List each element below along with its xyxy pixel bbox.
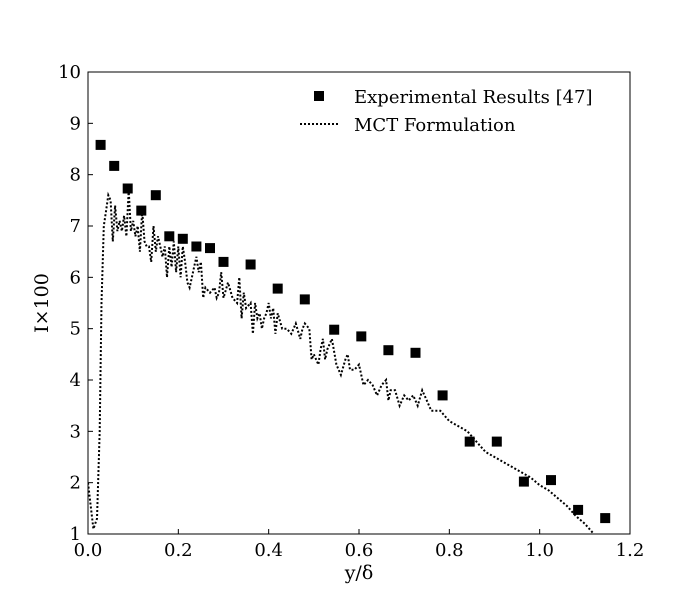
legend-label-experimental: Experimental Results [47]	[354, 87, 593, 108]
x-axis-title: y/δ	[344, 562, 374, 584]
experimental-point	[191, 241, 202, 252]
experimental-point	[518, 476, 529, 487]
experimental-point	[272, 283, 283, 294]
experimental-point	[136, 205, 147, 216]
x-axis-ticks: 0.0 0.2 0.4 0.6 0.8 1.0 1.2	[74, 529, 645, 561]
x-tick-label: 0.4	[254, 540, 283, 561]
y-tick-label: 3	[70, 421, 81, 442]
mct-formulation-line	[88, 190, 595, 534]
experimental-point	[122, 183, 133, 194]
y-axis-ticks: 1 2 3 4 5 6 7 8 9 10	[58, 62, 93, 545]
experimental-point	[329, 324, 340, 335]
y-tick-label: 5	[70, 319, 81, 340]
experimental-point	[437, 390, 448, 401]
legend: Experimental Results [47] MCT Formulatio…	[300, 87, 593, 136]
experimental-point	[356, 331, 367, 342]
x-tick-label: 0.0	[74, 540, 103, 561]
y-tick-label: 2	[70, 473, 81, 494]
experimental-point	[600, 513, 611, 524]
series-layer	[88, 139, 611, 534]
y-tick-label: 6	[70, 267, 81, 288]
experimental-point	[546, 475, 556, 486]
y-tick-label: 8	[70, 165, 81, 186]
experimental-point	[491, 436, 502, 447]
experimental-point	[109, 160, 120, 171]
y-tick-label: 1	[70, 524, 81, 545]
legend-marker-square	[314, 91, 324, 101]
x-tick-label: 0.8	[435, 540, 464, 561]
experimental-point	[245, 259, 256, 270]
x-tick-label: 1.0	[525, 540, 554, 561]
experimental-point	[410, 347, 421, 358]
x-tick-label: 0.2	[164, 540, 193, 561]
experimental-point	[164, 231, 175, 242]
y-axis-title: I×100	[31, 273, 53, 333]
y-tick-label: 10	[58, 62, 81, 83]
legend-label-mct: MCT Formulation	[354, 115, 516, 136]
experimental-point	[205, 243, 215, 254]
experimental-point	[150, 190, 161, 201]
experimental-point	[177, 233, 188, 244]
experimental-point	[383, 345, 394, 356]
y-tick-label: 9	[70, 113, 81, 134]
y-tick-label: 4	[70, 370, 81, 391]
experimental-point	[218, 256, 229, 267]
experimental-point	[95, 139, 106, 150]
x-tick-label: 1.2	[616, 540, 645, 561]
x-tick-label: 0.6	[345, 540, 374, 561]
experimental-point	[573, 504, 584, 515]
experimental-point	[464, 436, 475, 447]
experimental-point	[299, 294, 310, 305]
y-tick-label: 7	[70, 216, 81, 237]
